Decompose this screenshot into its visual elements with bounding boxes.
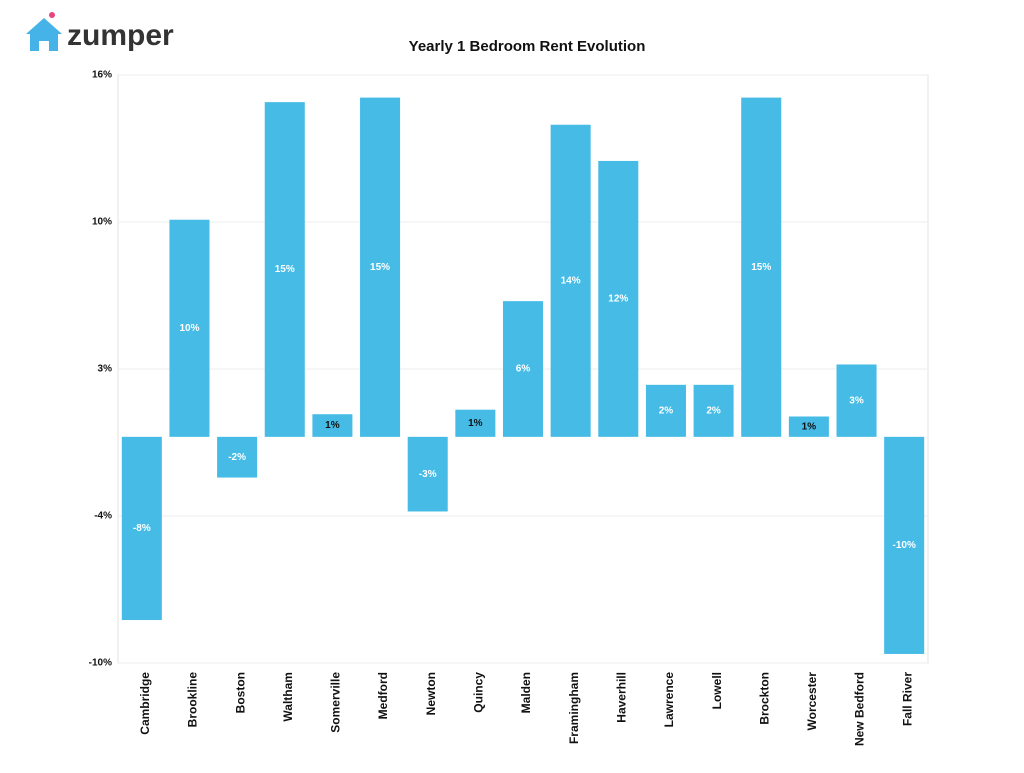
y-tick-label: -10%: [89, 658, 112, 669]
bar: [598, 160, 639, 437]
x-tick-label: New Bedford: [853, 672, 867, 746]
bar: [645, 384, 686, 437]
y-tick-label: -4%: [94, 511, 112, 522]
x-tick-label: Haverhill: [614, 672, 628, 723]
bar: [407, 436, 448, 512]
value-label: 2%: [659, 405, 674, 416]
y-tick-label: 10%: [92, 217, 112, 228]
bar: [455, 409, 496, 437]
value-label: 1%: [802, 421, 817, 432]
x-tick-label: Newton: [424, 672, 438, 715]
logo-text: zumper: [67, 19, 174, 52]
x-tick-label: Worcester: [805, 672, 819, 731]
x-tick-label: Brookline: [186, 672, 200, 728]
bar: [502, 301, 544, 437]
x-tick-label: Framingham: [567, 672, 581, 744]
x-tick-label: Brockton: [757, 672, 771, 725]
x-tick-label: Boston: [233, 672, 247, 713]
x-tick-label: Quincy: [472, 672, 486, 713]
x-tick-label: Medford: [376, 672, 390, 719]
value-label: -2%: [228, 452, 246, 463]
value-label: 12%: [608, 294, 628, 305]
bar: [741, 97, 782, 437]
chart-title: Yearly 1 Bedroom Rent Evolution: [409, 38, 646, 55]
bar: [884, 436, 925, 654]
bar: [788, 416, 829, 437]
value-label: 15%: [751, 262, 771, 273]
value-label: 10%: [179, 323, 199, 334]
x-tick-label: Somerville: [329, 672, 343, 733]
x-tick-label: Lowell: [710, 672, 724, 709]
x-tick-label: Cambridge: [138, 672, 152, 735]
bar: [264, 102, 305, 437]
value-label: -10%: [892, 540, 915, 551]
x-tick-label: Lawrence: [662, 672, 676, 728]
value-label: 15%: [370, 262, 390, 273]
value-label: 1%: [468, 418, 483, 429]
value-label: 14%: [561, 275, 581, 286]
value-label: 3%: [849, 395, 864, 406]
value-label: 1%: [325, 420, 340, 431]
value-label: 2%: [706, 405, 721, 416]
x-tick-label: Malden: [519, 672, 533, 713]
bar: [360, 97, 401, 437]
value-label: -3%: [419, 469, 437, 480]
x-tick-label: Fall River: [900, 672, 914, 726]
value-label: 15%: [275, 264, 295, 275]
bar: [693, 384, 734, 437]
bar: [121, 436, 162, 621]
y-tick-label: 3%: [98, 364, 113, 375]
bar: [169, 219, 210, 437]
bar: [312, 414, 353, 437]
value-label: 6%: [516, 364, 531, 375]
bar: [217, 436, 258, 478]
bar: [836, 364, 877, 437]
logo-icon: [26, 12, 62, 51]
bar: [550, 124, 591, 437]
value-label: -8%: [133, 523, 151, 534]
y-tick-label: 16%: [92, 70, 112, 81]
x-tick-label: Waltham: [281, 672, 295, 722]
